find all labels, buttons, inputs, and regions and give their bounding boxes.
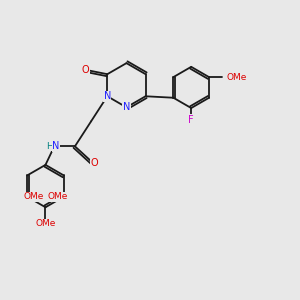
Text: OMe: OMe [47, 192, 68, 201]
Text: H: H [46, 142, 53, 151]
Text: F: F [188, 115, 194, 125]
Text: N: N [123, 102, 130, 112]
Text: O: O [81, 65, 89, 75]
Text: OMe: OMe [35, 219, 56, 228]
Text: O: O [90, 158, 98, 167]
Text: OMe: OMe [227, 73, 247, 82]
Text: N: N [103, 91, 111, 101]
Text: OMe: OMe [23, 192, 44, 201]
Text: N: N [52, 141, 60, 151]
